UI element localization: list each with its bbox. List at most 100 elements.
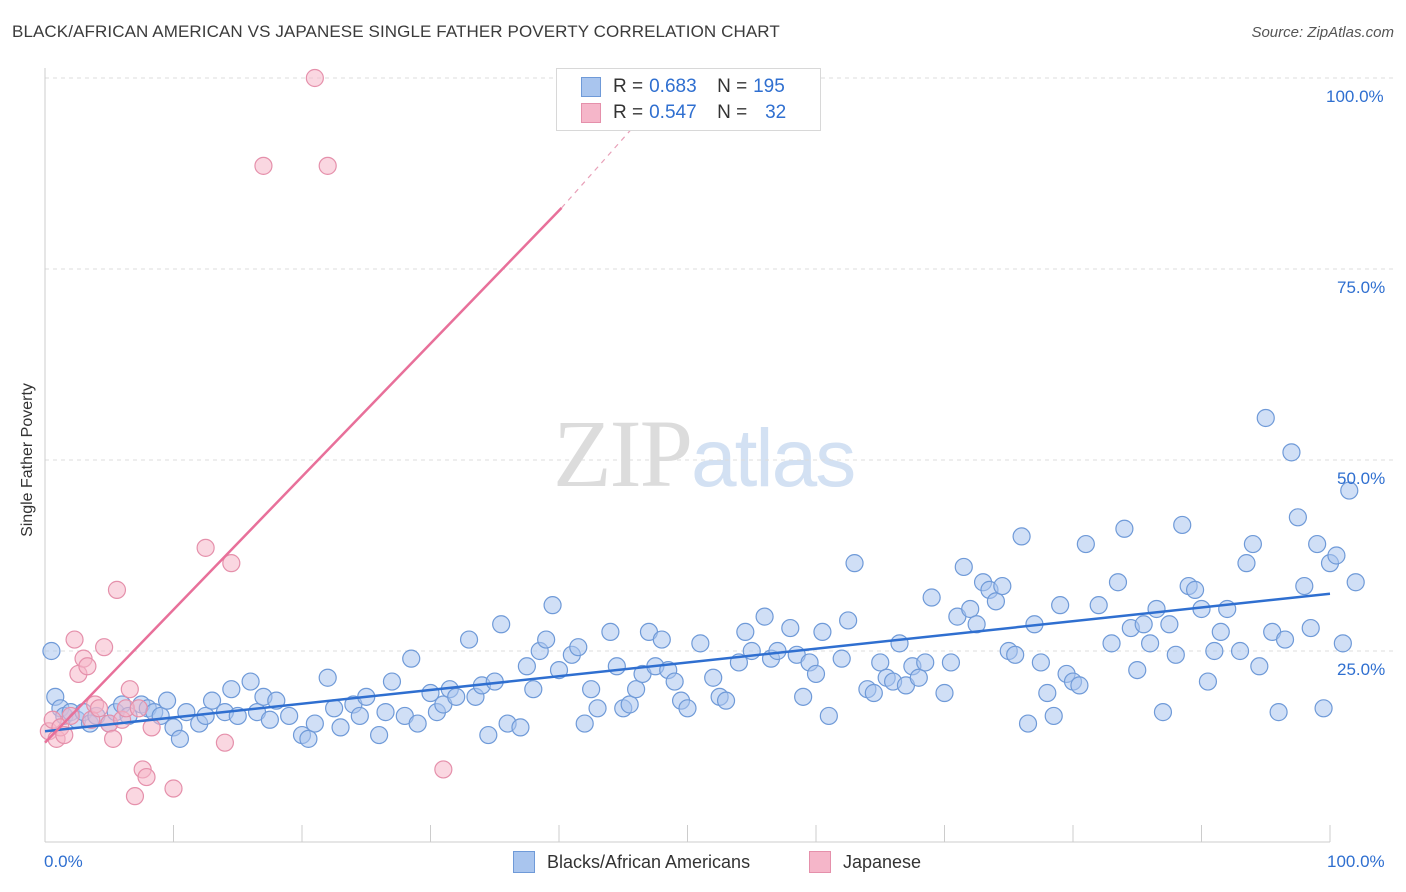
data-point-blacks — [607, 657, 626, 676]
legend-r-label: R = — [613, 76, 644, 97]
data-point-blacks — [890, 634, 909, 653]
data-point-japanese — [125, 787, 145, 806]
data-point-blacks — [864, 683, 883, 703]
data-point-blacks — [736, 622, 755, 642]
data-point-blacks — [1006, 645, 1025, 664]
data-point-blacks — [620, 695, 639, 714]
data-point-japanese — [89, 699, 109, 718]
data-point-blacks — [299, 729, 318, 748]
data-point-japanese — [95, 638, 114, 657]
data-point-blacks — [781, 618, 800, 638]
data-point-blacks — [1185, 580, 1205, 599]
data-point-blacks — [402, 649, 421, 668]
data-point-blacks — [1230, 641, 1250, 661]
data-point-blacks — [1275, 630, 1295, 649]
data-point-japanese — [222, 554, 241, 573]
data-point-blacks — [916, 653, 935, 672]
trendline-japanese — [44, 207, 563, 744]
data-point-blacks — [1012, 527, 1031, 546]
data-point-blacks — [582, 680, 601, 699]
chart-title: BLACK/AFRICAN AMERICAN VS JAPANESE SINGL… — [12, 22, 780, 41]
data-point-blacks — [961, 599, 980, 619]
data-point-blacks — [543, 596, 562, 615]
data-point-blacks — [382, 672, 402, 691]
data-point-blacks — [678, 699, 697, 718]
data-point-blacks — [1018, 714, 1038, 733]
trendline-blacks — [44, 592, 1331, 733]
data-point-blacks — [1166, 645, 1185, 664]
data-point-blacks — [325, 699, 344, 718]
y-tick-label-50: 50.0% — [1337, 469, 1386, 488]
watermark: ZIPatlas — [553, 398, 856, 509]
x-tick-label-max: 100.0% — [1327, 852, 1385, 871]
y-tick-label-100: 100.0% — [1326, 87, 1384, 106]
data-point-blacks — [1243, 534, 1263, 554]
watermark-zip: ZIP — [553, 400, 693, 507]
data-point-japanese — [65, 630, 84, 649]
data-point-blacks — [42, 641, 61, 661]
legend-n-value: 195 — [753, 76, 785, 97]
data-point-blacks — [755, 607, 774, 626]
data-point-blacks — [549, 660, 569, 680]
data-point-blacks — [794, 687, 813, 706]
data-point-blacks — [1076, 534, 1095, 554]
data-point-blacks — [716, 691, 736, 710]
data-point-blacks — [479, 725, 498, 745]
data-point-blacks — [517, 657, 536, 676]
data-point-japanese — [164, 779, 183, 798]
data-point-blacks — [1038, 683, 1057, 703]
data-point-blacks — [871, 653, 890, 672]
data-point-blacks — [370, 725, 389, 745]
source-note: Source: ZipAtlas.com — [1251, 24, 1394, 41]
data-point-blacks — [1173, 515, 1192, 535]
data-point-blacks — [1205, 641, 1224, 661]
bottom-legend-japanese: Japanese — [809, 851, 921, 873]
data-point-blacks — [813, 622, 832, 642]
data-point-blacks — [691, 634, 710, 653]
legend-r-value: 0.547 — [649, 102, 697, 123]
data-point-blacks — [819, 706, 838, 726]
data-point-blacks — [1250, 657, 1269, 676]
legend-n-label: N = — [717, 76, 748, 97]
data-point-blacks — [1282, 443, 1301, 462]
data-point-blacks — [588, 699, 607, 718]
data-point-blacks — [1160, 615, 1179, 634]
data-point-blacks — [1211, 622, 1230, 642]
bottom-legend-swatch-blue — [513, 851, 535, 873]
data-point-blacks — [665, 672, 684, 691]
data-point-blacks — [1340, 481, 1359, 500]
data-point-blacks — [170, 729, 190, 748]
bottom-legend-label: Blacks/African Americans — [547, 851, 751, 872]
data-point-blacks — [1301, 618, 1320, 638]
data-point-blacks — [511, 718, 530, 737]
data-point-blacks — [492, 615, 511, 634]
data-point-blacks — [376, 703, 395, 722]
legend-r-label: R = — [613, 102, 644, 123]
data-point-blacks — [459, 630, 479, 649]
data-point-blacks — [350, 706, 369, 726]
data-point-blacks — [318, 668, 337, 687]
data-point-blacks — [1314, 699, 1333, 718]
data-point-japanese — [318, 156, 337, 175]
data-point-blacks — [1051, 596, 1070, 615]
data-point-blacks — [222, 680, 241, 699]
data-point-blacks — [1256, 408, 1275, 428]
watermark-atlas: atlas — [691, 413, 856, 504]
data-point-blacks — [986, 592, 1006, 611]
data-point-blacks — [935, 683, 954, 703]
bottom-legend-blacks: Blacks/African Americans — [513, 851, 750, 873]
data-point-blacks — [1295, 576, 1314, 596]
stats-legend: R = 0.683 N = 195 R = 0.547 N = 32 — [556, 68, 821, 131]
y-tick-label-25: 25.0% — [1337, 660, 1386, 679]
data-point-blacks — [652, 630, 671, 649]
data-point-blacks — [1237, 554, 1256, 573]
data-point-blacks — [941, 653, 961, 672]
data-point-blacks — [447, 687, 466, 706]
data-point-blacks — [704, 668, 723, 687]
data-point-blacks — [954, 557, 973, 577]
data-point-blacks — [1288, 508, 1307, 527]
data-point-blacks — [408, 714, 427, 733]
data-point-japanese — [107, 580, 127, 599]
data-point-blacks — [626, 680, 646, 699]
